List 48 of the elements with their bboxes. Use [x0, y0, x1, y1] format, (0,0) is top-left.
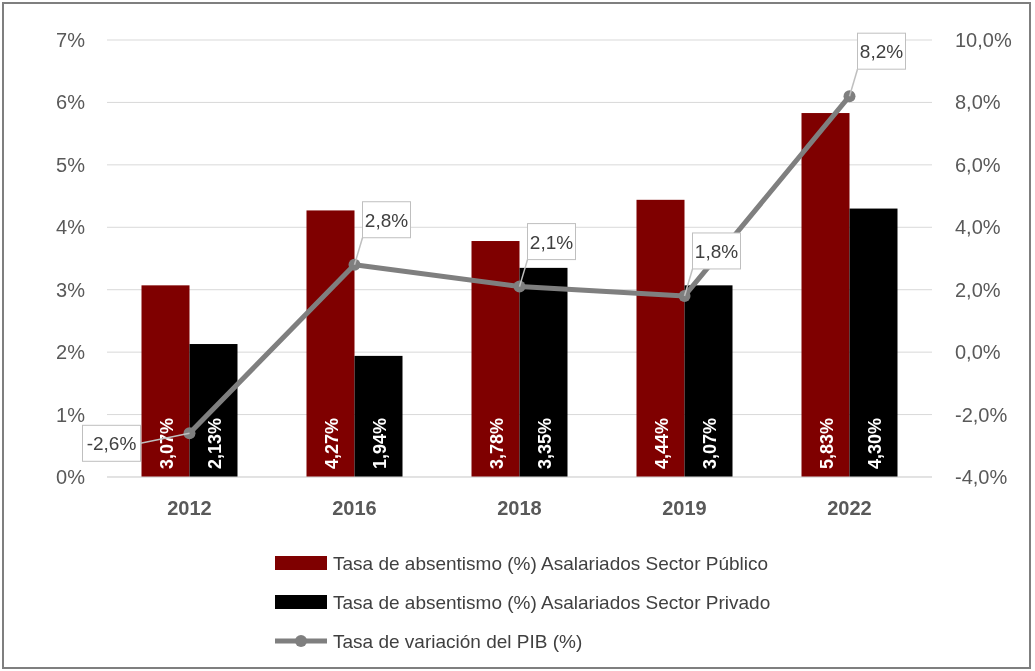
x-tick-label: 2018 [497, 497, 542, 519]
y-tick-label: 1% [56, 403, 86, 426]
y2-tick-label: 0,0% [955, 341, 1001, 364]
y-tick-label: 7% [56, 29, 86, 51]
bar [849, 208, 898, 477]
data-label: 3,78% [486, 417, 507, 469]
data-label: 8,2% [859, 41, 904, 63]
data-label: 1,8% [694, 240, 739, 262]
bar [519, 267, 568, 477]
bar [801, 113, 850, 477]
bar [471, 241, 520, 477]
data-label: 1,94% [369, 417, 390, 469]
y2-tick-label: 2,0% [955, 278, 1001, 301]
legend-label: Tasa de variación del PIB (%) [333, 631, 583, 652]
y2-tick-label: -2,0% [955, 403, 1008, 426]
bar [141, 285, 190, 477]
y2-tick-label: 10,0% [955, 29, 1012, 51]
data-label: -2,6% [86, 433, 137, 455]
data-label: 3,07% [156, 417, 177, 469]
data-label: 4,30% [864, 417, 885, 469]
y2-tick-label: 6,0% [955, 153, 1001, 176]
bar [354, 355, 403, 477]
legend-label: Tasa de absentismo (%) Asalariados Sector Público [333, 553, 769, 574]
bar [636, 199, 685, 477]
x-tick-label: 2019 [662, 497, 707, 519]
y2-tick-label: 4,0% [955, 216, 1001, 239]
y-tick-label: 6% [56, 91, 86, 114]
data-label: 3,07% [699, 417, 720, 469]
y-tick-label: 0% [56, 466, 86, 488]
x-tick-label: 2016 [332, 497, 377, 519]
bar [306, 210, 355, 477]
y-tick-label: 5% [56, 153, 86, 176]
y-tick-label: 4% [56, 216, 86, 239]
data-label: 3,35% [534, 417, 555, 469]
data-label: 2,1% [529, 231, 574, 253]
data-label: 4,27% [321, 417, 342, 469]
data-label: 2,8% [364, 209, 409, 231]
y2-tick-label: 8,0% [955, 91, 1001, 114]
bar [684, 285, 733, 477]
y-tick-label: 3% [56, 278, 86, 301]
data-label: 4,44% [651, 417, 672, 469]
y-tick-label: 2% [56, 341, 86, 364]
x-tick-label: 2012 [167, 497, 212, 519]
legend-label: Tasa de absentismo (%) Asalariados Sector Privado [333, 592, 771, 613]
data-label: 2,13% [204, 417, 225, 469]
data-label: 5,83% [816, 417, 837, 469]
y2-tick-label: -4,0% [955, 466, 1008, 488]
x-tick-label: 2022 [827, 497, 872, 519]
